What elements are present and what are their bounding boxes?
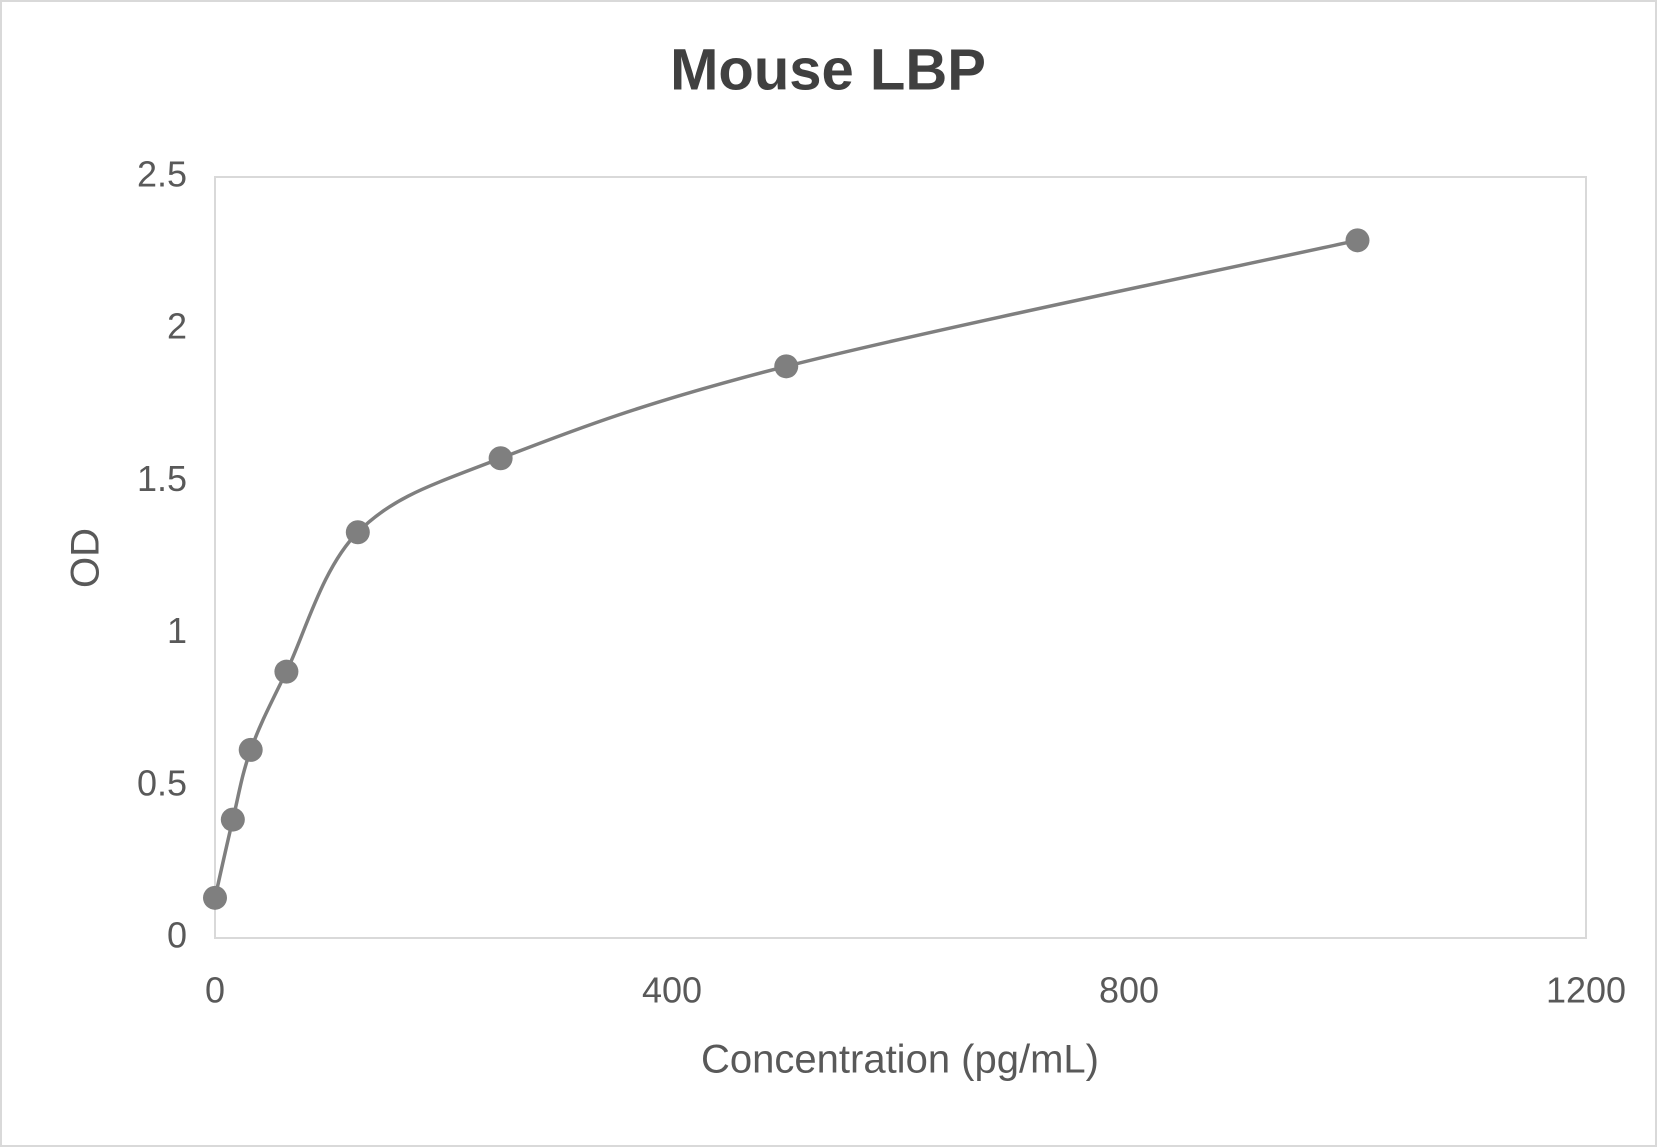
data-point [238,737,263,762]
y-tick-label: 2 [167,306,187,347]
y-tick-label: 0.5 [137,762,187,803]
data-point [774,354,799,379]
x-tick-label: 400 [642,970,702,1011]
y-tick-label: 2.5 [137,154,187,195]
data-line [213,238,1358,899]
x-axis-label: Concentration (pg/mL) [701,1038,1099,1082]
data-point [203,885,227,910]
data-point [1345,228,1370,253]
y-axis-label: OD [64,528,108,588]
x-tick-label: 0 [205,970,225,1011]
plot-area [214,176,1587,939]
data-point [488,446,513,471]
y-tick-label: 0 [167,915,187,956]
chart-title: Mouse LBP [670,37,986,102]
y-tick-label: 1.5 [137,458,187,499]
x-tick-label: 1200 [1546,970,1626,1011]
data-point [220,807,245,832]
data-point [274,659,299,684]
y-tick-label: 1 [167,610,187,651]
data-point [345,520,370,545]
x-tick-label: 800 [1099,970,1159,1011]
